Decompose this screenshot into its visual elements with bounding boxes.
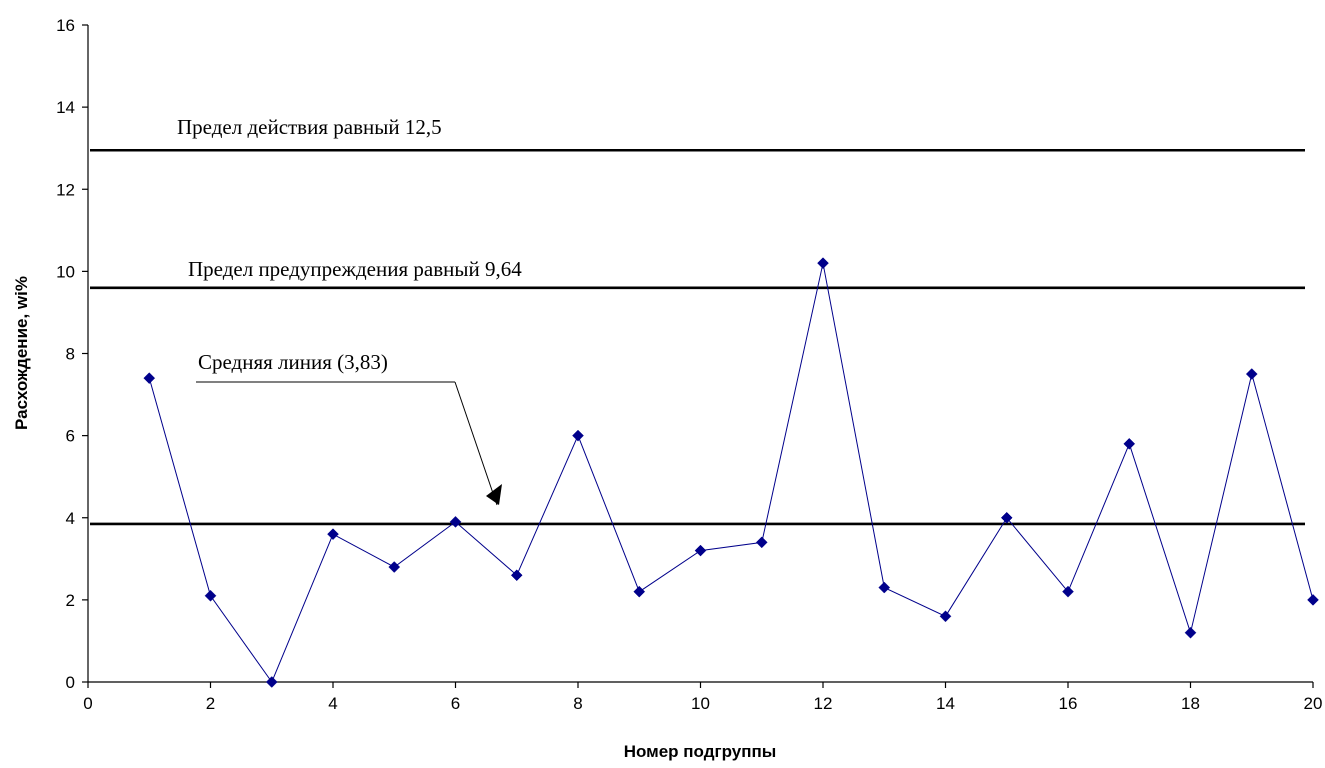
x-tick-label: 18 [1181,694,1200,713]
reference-labels: Предел действия равный 12,5 Предел предуп… [177,115,522,374]
data-point [1245,368,1258,380]
data-point [388,561,401,573]
x-ticks: 0 2 4 6 8 10 12 14 16 18 20 [83,682,1322,713]
data-point [633,585,646,598]
pointer-arrow-shaft [454,381,498,506]
data-point [327,528,339,541]
data-point [1307,594,1319,606]
data-point [1000,511,1013,524]
data-point [572,429,584,442]
data-point [817,257,829,270]
x-tick-label: 20 [1304,694,1323,713]
x-tick-label: 16 [1059,694,1078,713]
data-point [449,516,462,528]
x-tick-label: 10 [691,694,710,713]
data-point [1123,437,1136,450]
reference-line-label: Предел предупреждения равный 9,64 [188,257,522,281]
y-tick-label: 10 [56,262,75,281]
data-point [755,536,768,549]
x-tick-label: 8 [573,694,582,713]
y-ticks: 0 2 4 6 8 10 12 14 16 [56,16,88,692]
reference-lines [90,148,1305,526]
y-axis-title: Расхождение, wi% [12,276,31,430]
data-point [694,544,707,557]
x-tick-label: 2 [206,694,215,713]
x-axis-title: Номер подгруппы [624,742,777,761]
y-tick-label: 4 [66,509,75,528]
y-tick-label: 6 [66,427,75,446]
y-tick-label: 12 [56,180,75,199]
pointer-arrowhead [486,484,502,505]
data-point [939,610,952,623]
y-tick-label: 2 [66,591,75,610]
y-tick-label: 0 [66,673,75,692]
data-point [204,589,217,602]
data-point [510,569,523,582]
data-point [143,372,156,384]
reference-line-label: Средняя линия (3,83) [198,350,388,374]
y-tick-label: 14 [56,98,75,117]
series-line [148,263,1314,684]
x-tick-label: 6 [451,694,460,713]
x-tick-label: 12 [814,694,833,713]
x-tick-label: 4 [328,694,337,713]
x-tick-label: 0 [83,694,92,713]
x-tick-label: 14 [936,694,955,713]
data-point [1184,626,1197,639]
mean-line-pointer [196,381,502,506]
y-tick-label: 16 [56,16,75,35]
data-point [265,676,278,688]
series-group [143,257,1319,688]
y-tick-label: 8 [66,345,75,364]
data-point [1062,585,1074,598]
data-point [878,581,891,594]
reference-line-label: Предел действия равный 12,5 [177,115,442,139]
